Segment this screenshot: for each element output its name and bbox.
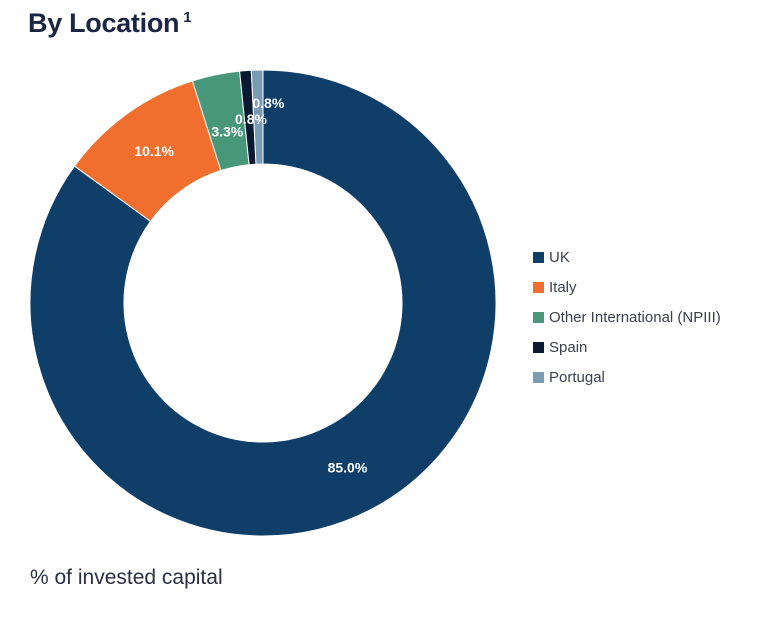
legend-swatch [533,311,544,323]
chart-title-footnote-marker: 1 [183,9,192,26]
legend-swatch [533,281,544,293]
legend-label: UK [549,248,570,266]
legend-label: Italy [549,278,577,296]
data-label-spain: 0.8% [235,111,267,127]
data-label-portugal: 0.8% [252,95,284,111]
legend-item-uk: UK [533,242,721,272]
legend-label: Spain [549,338,588,356]
legend-item-other-international-npiii: Other International (NPIII) [533,302,721,332]
data-label-italy: 10.1% [134,143,174,159]
chart-title-text: By Location [28,8,180,38]
chart-title: By Location 1 [28,8,192,39]
data-label-uk: 85.0% [328,459,368,475]
slice-portugal [250,69,264,165]
legend-swatch [533,251,544,263]
legend-item-portugal: Portugal [533,362,721,392]
chart-legend: UK Italy Other International (NPIII) Spain P… [533,242,721,392]
legend-swatch [533,371,544,383]
data-label-other-international-npiii: 3.3% [211,124,243,140]
legend-item-spain: Spain [533,332,721,362]
chart-footnote: % of invested capital [30,566,223,589]
legend-item-italy: Italy [533,272,721,302]
legend-swatch [533,341,544,353]
legend-label: Other International (NPIII) [549,308,721,326]
slice-uk [29,69,497,537]
legend-label: Portugal [549,368,605,386]
